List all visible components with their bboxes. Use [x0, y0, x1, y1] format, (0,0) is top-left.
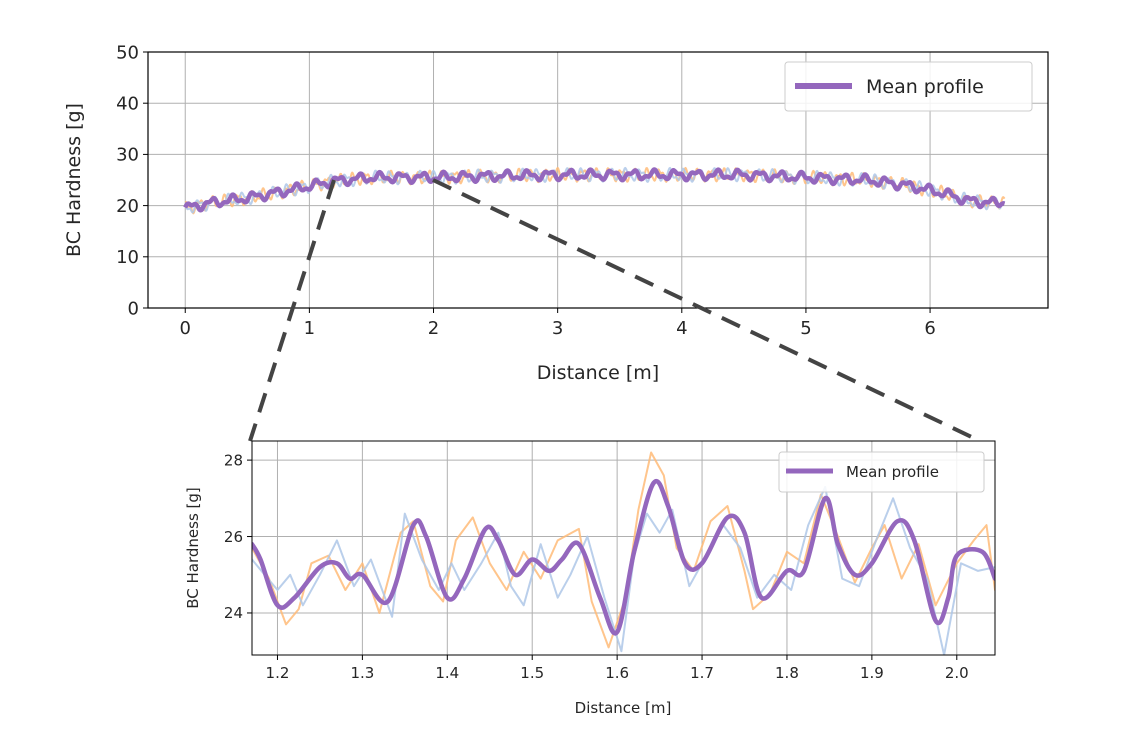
- overview-x-axis-label: Distance [m]: [537, 362, 659, 384]
- zoom-y-tick-label: 26: [224, 528, 243, 546]
- zoom-x-axis-label: Distance [m]: [575, 699, 672, 717]
- overview-x-tick-label: 3: [552, 318, 563, 339]
- overview-ticks: 0 1 2 3 4 5 6 0 10 20 30 40 50: [116, 42, 936, 339]
- overview-y-tick-label: 30: [116, 145, 139, 166]
- zoom-x-tick-label: 1.4: [435, 664, 459, 682]
- overview-x-tick-label: 5: [800, 318, 811, 339]
- zoom-series-trace-2: [252, 485, 995, 655]
- overview-legend: Mean profile: [784, 61, 1033, 112]
- zoom-legend-label: Mean profile: [846, 463, 939, 481]
- overview-legend-box: [784, 61, 1033, 112]
- overview-series: [183, 166, 1007, 215]
- overview-x-tick-label: 6: [924, 318, 935, 339]
- overview-x-tick-label: 1: [304, 318, 315, 339]
- overview-x-tick-label: 4: [676, 318, 687, 339]
- overview-series-mean-profile: [183, 167, 1007, 213]
- zoom-series: [252, 451, 995, 655]
- zoom-x-tick-label: 1.5: [520, 664, 544, 682]
- zoom-y-tick-label: 24: [224, 604, 243, 622]
- zoom-connector-left: [248, 179, 336, 442]
- overview-plot-frame: [147, 51, 1049, 309]
- overview-y-tick-label: 0: [128, 298, 139, 319]
- zoom-connector: [248, 178, 981, 443]
- zoom-x-tick-label: 1.9: [860, 664, 884, 682]
- overview-y-tick-label: 40: [116, 94, 139, 115]
- zoom-legend: Mean profile: [778, 451, 985, 493]
- zoom-series-mean-profile: [252, 479, 995, 636]
- zoom-x-tick-label: 1.3: [350, 664, 374, 682]
- zoom-x-tick-label: 2.0: [945, 664, 969, 682]
- overview-y-tick-label: 50: [116, 42, 139, 63]
- zoom-x-tick-label: 1.6: [605, 664, 629, 682]
- overview-y-axis-label: BC Hardness [g]: [63, 103, 85, 257]
- zoom-legend-box: [778, 451, 985, 493]
- zoom-plot-frame: [251, 440, 996, 656]
- overview-y-tick-label: 20: [116, 196, 139, 217]
- zoom-x-tick-label: 1.8: [775, 664, 799, 682]
- zoom-x-tick-label: 1.7: [690, 664, 714, 682]
- overview-chart: 0 1 2 3 4 5 6 0 10 20 30 40 50 Distance [m] BC Hardn…: [63, 42, 1049, 384]
- zoom-ticks: 1.2 1.3 1.4 1.5 1.6 1.7 1.8 1.9 2.0 24 26 28: [224, 451, 969, 682]
- zoom-x-tick-label: 1.2: [266, 664, 290, 682]
- zoom-chart: 1.2 1.3 1.4 1.5 1.6 1.7 1.8 1.9 2.0 24 26 28 Distan…: [184, 440, 996, 717]
- overview-y-tick-label: 10: [116, 247, 139, 268]
- overview-x-tick-label: 0: [180, 318, 191, 339]
- overview-legend-label: Mean profile: [866, 76, 984, 98]
- overview-x-tick-label: 2: [428, 318, 439, 339]
- zoom-y-tick-label: 28: [224, 451, 243, 469]
- zoom-connector-right: [432, 178, 981, 443]
- zoom-y-axis-label: BC Hardness [g]: [184, 487, 202, 609]
